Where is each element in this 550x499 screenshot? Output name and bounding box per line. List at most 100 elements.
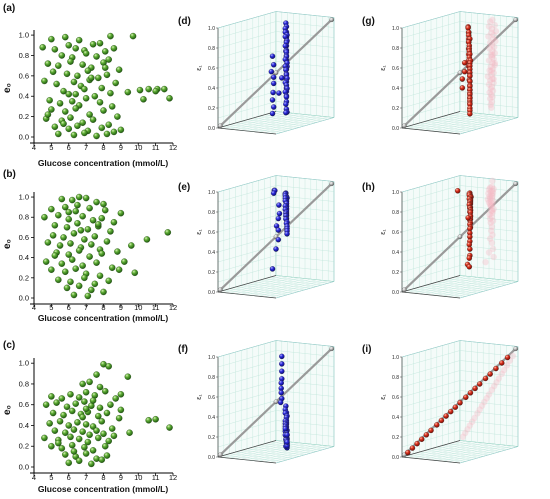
projection-shadow	[488, 104, 495, 111]
projection-shadow	[471, 414, 478, 422]
panel-label: (i)	[362, 344, 371, 355]
grid-line	[217, 31, 277, 49]
data-point	[143, 236, 151, 243]
grid-line	[270, 280, 329, 298]
projection-shadow	[488, 53, 496, 60]
panel-label: (f)	[178, 344, 188, 355]
diagonal-marker	[217, 287, 223, 293]
data-point	[84, 438, 92, 446]
projection-shadow	[490, 79, 497, 87]
projection-shadow	[489, 187, 496, 195]
data-point	[63, 224, 71, 231]
projection-shadow	[491, 61, 498, 69]
grid-line	[442, 445, 501, 452]
data-point	[49, 232, 57, 239]
y-tick-label: 0.0	[19, 133, 29, 142]
projection-shadow	[486, 215, 494, 222]
z-tick-label: 0.6	[208, 230, 215, 236]
data-point	[95, 412, 102, 420]
data-point	[91, 92, 99, 100]
data-point	[273, 246, 279, 252]
data-point	[101, 64, 109, 71]
data-point	[105, 121, 112, 129]
data-point	[282, 426, 289, 432]
data-point	[124, 88, 132, 96]
grid-line	[454, 116, 513, 134]
projection-shadow	[484, 196, 492, 203]
z-tick-label: 0.8	[208, 375, 215, 381]
projection-shadow	[474, 410, 481, 417]
x-axis-title: Glucose concentration (mmol/L)	[38, 313, 169, 323]
y-tick-label: 0.8	[19, 51, 29, 60]
data-point	[100, 107, 107, 114]
data-point	[152, 415, 159, 423]
grid-line	[264, 280, 323, 297]
data-point	[82, 50, 90, 57]
data-point	[423, 432, 430, 438]
data-point	[284, 231, 290, 237]
grid-line	[454, 280, 513, 298]
data-point	[72, 45, 79, 52]
data-point	[62, 451, 69, 458]
grid-line	[442, 279, 501, 297]
projection-shadow	[493, 379, 500, 386]
data-point	[461, 68, 468, 75]
data-point	[103, 71, 111, 79]
data-point	[58, 260, 66, 267]
y-tick-label: 0.0	[19, 294, 29, 303]
grid-line	[430, 278, 490, 296]
grid-line	[401, 185, 461, 203]
data-point	[63, 403, 71, 411]
data-point	[55, 439, 62, 447]
data-point	[126, 429, 133, 436]
data-point	[70, 230, 78, 237]
data-point	[405, 449, 411, 456]
projection-shadow	[486, 201, 494, 208]
data-point	[465, 215, 471, 221]
data-point	[74, 419, 81, 426]
data-point	[117, 126, 125, 134]
projection-shadow	[486, 195, 494, 202]
data-point	[81, 129, 88, 137]
data-point	[270, 62, 277, 68]
x-tick-label: 7	[84, 143, 88, 152]
data-point	[55, 130, 62, 138]
projection-shadow	[485, 199, 493, 206]
edge-line	[401, 11, 461, 29]
axes: 4 5 6 7 8 9 10 11 12 0.0 0.2 0.4 0.6 0.8 1.0	[19, 358, 177, 482]
data-point	[65, 216, 73, 223]
projection-shadow	[488, 386, 496, 393]
grid-line	[217, 185, 277, 203]
data-point	[105, 363, 112, 370]
front-axis-line	[217, 291, 277, 299]
projection-shadow	[488, 191, 495, 198]
data-point	[140, 96, 147, 103]
grid-line	[401, 195, 461, 213]
grid-line	[448, 443, 507, 450]
data-point	[95, 221, 102, 228]
grid-line	[401, 360, 461, 378]
data-point	[101, 442, 109, 450]
edge-line	[217, 175, 277, 193]
data-point	[56, 242, 64, 249]
data-point	[166, 95, 173, 102]
data-point	[457, 400, 463, 406]
data-point	[82, 421, 90, 428]
grid-line	[217, 41, 277, 59]
data-point	[276, 90, 282, 96]
data-point	[131, 269, 139, 277]
data-point	[62, 268, 69, 276]
data-point	[62, 33, 69, 41]
x-tick-label: 10	[134, 143, 142, 152]
y-tick-label: 0.6	[19, 233, 29, 242]
data-point	[86, 253, 93, 260]
y-axis-title: e₀	[2, 239, 13, 249]
grid-line	[436, 117, 495, 125]
data-point	[103, 238, 111, 245]
z-axis-title: ε₁	[380, 394, 387, 400]
x-tick-label: 9	[119, 303, 123, 312]
x-tick-label: 8	[101, 473, 105, 482]
projection-shadow	[468, 418, 476, 425]
data-point	[95, 434, 102, 442]
data-point	[75, 247, 83, 254]
